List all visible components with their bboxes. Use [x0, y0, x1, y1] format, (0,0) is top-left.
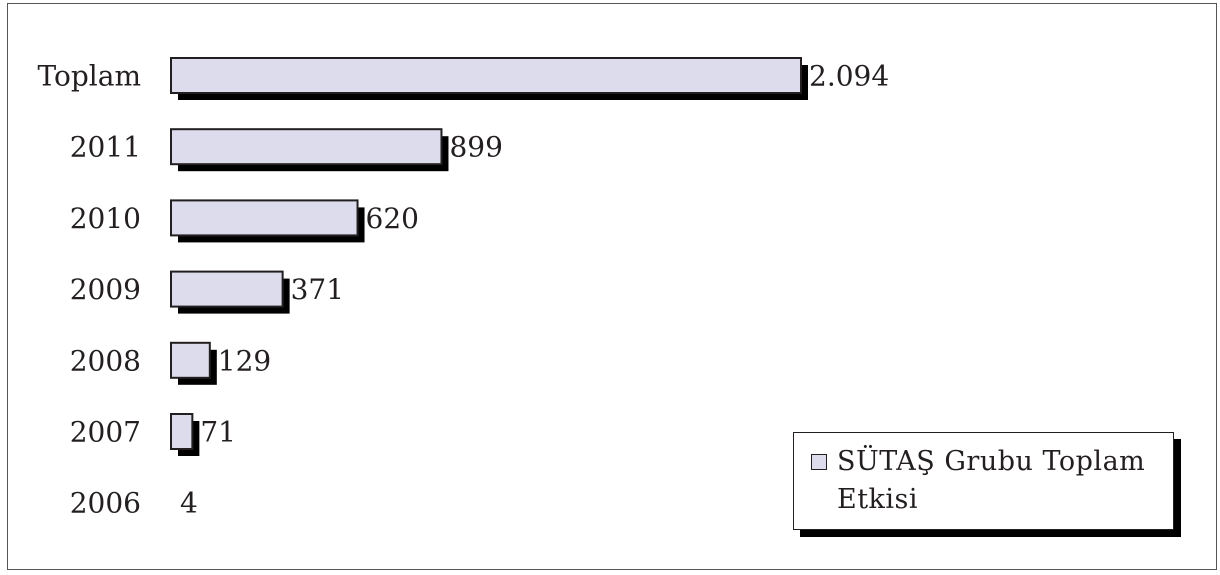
bar: [170, 199, 359, 237]
bar: [170, 341, 211, 379]
value-label: 129: [218, 344, 271, 377]
category-label: 2010: [70, 202, 141, 235]
bar: [170, 128, 443, 166]
bar: [170, 413, 194, 450]
category-label: 2007: [70, 416, 141, 449]
value-label: 371: [291, 273, 344, 306]
bar: [170, 57, 802, 94]
category-label: 2006: [70, 487, 141, 520]
value-label: 2.094: [809, 60, 889, 93]
bar: [170, 270, 284, 308]
value-label: 899: [449, 131, 502, 164]
value-label: 4: [180, 487, 198, 520]
legend-label: SÜTAŞ Grubu Toplam Etkisi: [837, 446, 1146, 515]
value-label: 620: [366, 202, 419, 235]
category-label: Toplam: [38, 60, 141, 93]
legend-swatch: [811, 454, 827, 470]
category-label: 2011: [70, 131, 141, 164]
value-label: 71: [200, 416, 236, 449]
legend: SÜTAŞ Grubu Toplam Etkisi: [793, 432, 1174, 530]
category-label: 2009: [70, 273, 141, 306]
category-label: 2008: [70, 344, 141, 377]
